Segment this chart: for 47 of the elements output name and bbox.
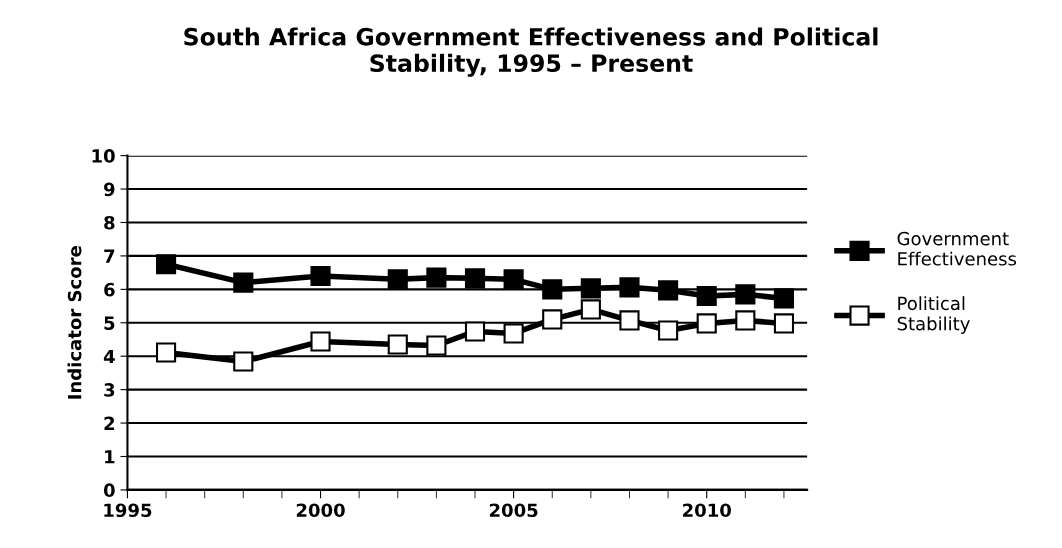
x-tick-label: 2000 — [296, 503, 345, 518]
point — [658, 320, 679, 341]
point — [155, 342, 177, 363]
y-tick-label: 3 — [104, 383, 115, 397]
y-tick-label: 9 — [104, 182, 115, 197]
point — [542, 279, 563, 300]
legend-label: Political Stability — [897, 296, 970, 334]
point — [542, 309, 563, 330]
point — [310, 331, 331, 352]
point — [773, 313, 795, 334]
y-tick-label: 4 — [103, 349, 115, 364]
point — [696, 285, 717, 307]
point — [464, 268, 486, 289]
point — [310, 265, 331, 287]
legend-label: Government Effectiveness — [897, 231, 1017, 266]
point — [233, 351, 254, 372]
y-axis-title: Indicator Score — [67, 246, 82, 399]
y-tick-label: 1 — [105, 450, 115, 464]
y-tick-label: 0 — [103, 483, 115, 498]
point — [387, 334, 408, 355]
chart-title: South Africa Government Effectiveness and Political Stability, 1995 – Present — [184, 27, 878, 77]
point — [773, 288, 795, 309]
y-tick-label: 10 — [92, 149, 115, 163]
point — [580, 278, 601, 299]
point — [464, 321, 486, 342]
point — [155, 254, 177, 275]
point — [233, 272, 254, 293]
point — [426, 267, 447, 288]
point — [387, 269, 408, 290]
x-tick-label: 1995 — [104, 503, 152, 518]
y-tick-label: 7 — [104, 249, 115, 263]
point — [619, 310, 640, 331]
point — [580, 299, 601, 320]
y-tick-label: 2 — [104, 416, 115, 430]
x-tick-label: 2005 — [489, 503, 538, 518]
point — [658, 280, 679, 301]
y-tick-label: 6 — [104, 282, 115, 297]
point — [696, 313, 717, 334]
point — [503, 269, 524, 290]
point — [735, 284, 756, 305]
point — [426, 335, 447, 356]
point — [619, 277, 640, 298]
x-tick-label: 2010 — [683, 503, 731, 518]
y-tick-label: 5 — [104, 316, 115, 330]
y-tick-label: 8 — [104, 215, 115, 230]
point — [735, 310, 756, 331]
point — [503, 323, 524, 344]
